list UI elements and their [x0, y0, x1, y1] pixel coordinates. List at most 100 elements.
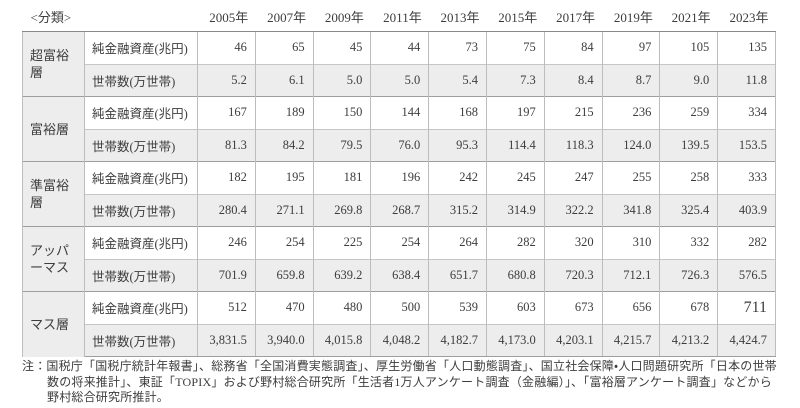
year-header-row: <分類> 2005年 2007年 2009年 2011年 2013年 2015年… — [22, 4, 776, 32]
households-value-cell: 118.3 — [543, 128, 603, 162]
footnote: 注：国税庁「国税庁統計年報書」、総務省「全国消費実態調査」、厚生労働省「人口動態… — [22, 359, 788, 406]
asset-value-cell: 195 — [254, 161, 314, 194]
households-value-cell: 95.3 — [428, 128, 487, 162]
households-value-cell: 4,215.7 — [601, 323, 661, 357]
households-value-cell: 8.4 — [543, 63, 603, 97]
classification-header: <分類> — [22, 4, 198, 32]
asset-value-cell: 46 — [197, 31, 256, 64]
metric-label-cell: 純金融資産(兆円) — [83, 226, 199, 259]
asset-value-cell: 282 — [717, 226, 776, 259]
asset-value-cell: 254 — [254, 226, 314, 259]
asset-value-cell: 470 — [254, 291, 314, 324]
households-value-cell: 124.0 — [601, 128, 661, 162]
asset-value-cell: 678 — [659, 291, 719, 324]
households-value-cell: 651.7 — [428, 258, 487, 292]
households-value-cell: 680.8 — [486, 258, 545, 292]
asset-value-cell: 673 — [543, 291, 603, 324]
table-row: マス層 純金融資産(兆円) 512 470 480 500 539 603 67… — [22, 291, 776, 357]
households-value-cell: 153.5 — [717, 128, 776, 162]
asset-value-cell: 320 — [543, 226, 603, 259]
metric-label-cell: 純金融資産(兆円) — [83, 291, 199, 324]
asset-value-cell: 334 — [717, 96, 776, 129]
asset-value-cell: 105 — [659, 31, 719, 64]
asset-value-cell: 246 — [197, 226, 256, 259]
households-value-cell: 6.1 — [254, 63, 314, 97]
households-value-cell: 720.3 — [543, 258, 603, 292]
asset-value-cell: 332 — [659, 226, 719, 259]
households-value-cell: 269.8 — [312, 193, 372, 227]
metric-label-cell: 世帯数(万世帯) — [83, 193, 199, 227]
footnote-line: 野村総合研究所推計。 — [47, 390, 170, 404]
asset-value-cell: 97 — [601, 31, 661, 64]
asset-value-cell: 500 — [370, 291, 430, 324]
table-row: 世帯数(万世帯) 280.4 271.1 269.8 268.7 315.2 3… — [23, 193, 776, 227]
metric-label-cell: 純金融資産(兆円) — [83, 96, 199, 129]
households-value-cell: 4,213.2 — [659, 323, 719, 357]
households-value-cell: 5.0 — [370, 63, 430, 97]
asset-value-cell: 167 — [197, 96, 256, 129]
metric-label-cell: 世帯数(万世帯) — [83, 258, 199, 292]
households-value-cell: 4,048.2 — [370, 323, 430, 357]
table-row: 世帯数(万世帯) 5.2 6.1 5.0 5.0 5.4 7.3 8.4 8.7… — [23, 63, 776, 97]
asset-value-cell: 259 — [659, 96, 719, 129]
group-name-cell: マス層 — [22, 291, 85, 357]
year-header: 2017年 — [544, 4, 603, 32]
households-value-cell: 5.4 — [428, 63, 487, 97]
asset-value-cell: 254 — [370, 226, 430, 259]
table-row: 世帯数(万世帯) 701.9 659.8 639.2 638.4 651.7 6… — [23, 258, 776, 292]
table-row: 超富裕層 純金融資産(兆円) 46 65 45 44 73 75 84 97 1… — [22, 31, 776, 97]
households-value-cell: 325.4 — [659, 193, 719, 227]
households-value-cell: 726.3 — [659, 258, 719, 292]
asset-value-cell: 181 — [312, 161, 372, 194]
asset-value-cell: 656 — [601, 291, 661, 324]
metric-label-cell: 世帯数(万世帯) — [83, 128, 199, 162]
households-value-cell: 701.9 — [197, 258, 256, 292]
asset-value-cell: 44 — [370, 31, 430, 64]
asset-value-cell: 45 — [312, 31, 372, 64]
asset-value-cell: 247 — [543, 161, 603, 194]
asset-value-cell: 258 — [659, 161, 719, 194]
year-header: 2011年 — [370, 4, 429, 32]
households-value-cell: 9.0 — [659, 63, 719, 97]
households-value-cell: 280.4 — [197, 193, 256, 227]
year-header: 2007年 — [255, 4, 314, 32]
group-name-cell: アッパーマス — [22, 226, 85, 292]
asset-value-cell: 75 — [486, 31, 545, 64]
asset-value-cell: 189 — [254, 96, 314, 129]
asset-value-cell: 215 — [543, 96, 603, 129]
households-value-cell: 114.4 — [486, 128, 545, 162]
households-value-cell: 576.5 — [717, 258, 776, 292]
asset-value-cell: 236 — [601, 96, 661, 129]
households-value-cell: 4,203.1 — [543, 323, 603, 357]
asset-value-cell: 84 — [543, 31, 603, 64]
households-value-cell: 315.2 — [428, 193, 487, 227]
asset-value-cell: 245 — [486, 161, 545, 194]
households-value-cell: 322.2 — [543, 193, 603, 227]
asset-value-cell: 242 — [428, 161, 487, 194]
households-value-cell: 403.9 — [717, 193, 776, 227]
year-header: 2021年 — [659, 4, 718, 32]
asset-value-cell: 144 — [370, 96, 430, 129]
asset-value-cell: 282 — [486, 226, 545, 259]
year-header: 2005年 — [197, 4, 256, 32]
asset-value-cell: 264 — [428, 226, 487, 259]
households-value-cell: 81.3 — [197, 128, 256, 162]
asset-value-cell: 73 — [428, 31, 487, 64]
year-header: 2015年 — [486, 4, 545, 32]
asset-value-cell: 255 — [601, 161, 661, 194]
metric-label-cell: 純金融資産(兆円) — [83, 161, 199, 194]
footnote-line: 数の将来推計」、東証「TOPIX」および野村総合研究所「生活者1万人アンケート調… — [47, 374, 772, 389]
asset-value-cell: 539 — [428, 291, 487, 324]
asset-value-cell: 135 — [717, 31, 776, 64]
households-value-cell: 139.5 — [659, 128, 719, 162]
metric-label-cell: 純金融資産(兆円) — [83, 31, 199, 64]
asset-value-cell: 197 — [486, 96, 545, 129]
group-name-cell: 準富裕層 — [22, 161, 85, 227]
footnote-line: 注：国税庁「国税庁統計年報書」、総務省「全国消費実態調査」、厚生労働省「人口動態… — [22, 359, 777, 373]
households-value-cell: 84.2 — [254, 128, 314, 162]
wealth-distribution-table: <分類> 2005年 2007年 2009年 2011年 2013年 2015年… — [22, 4, 776, 357]
households-value-cell: 79.5 — [312, 128, 372, 162]
households-value-cell: 268.7 — [370, 193, 430, 227]
table-row: 準富裕層 純金融資産(兆円) 182 195 181 196 242 245 2… — [22, 161, 776, 227]
